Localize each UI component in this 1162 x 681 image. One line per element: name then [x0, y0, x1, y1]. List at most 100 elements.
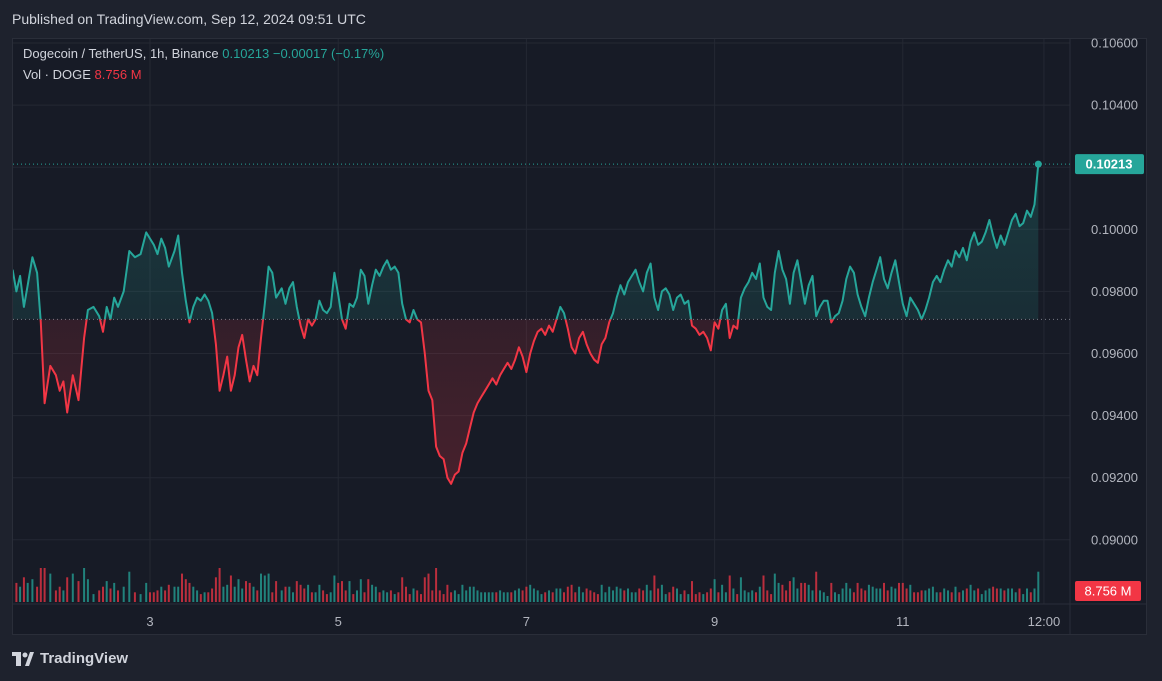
volume-bar	[177, 586, 180, 602]
volume-bar	[164, 590, 167, 602]
volume-bar	[709, 588, 712, 602]
volume-bar	[792, 577, 795, 602]
volume-bar	[999, 588, 1002, 602]
volume-bar	[363, 592, 366, 602]
volume-bar	[188, 582, 191, 602]
volume-bar	[676, 588, 678, 602]
volume-bar	[773, 573, 776, 602]
volume-bar	[980, 594, 983, 602]
volume-bar	[43, 568, 46, 602]
volume-bar	[86, 579, 89, 602]
volume-bar	[762, 575, 765, 602]
volume-bar	[382, 590, 385, 602]
volume-bar	[427, 573, 430, 602]
volume-bar	[623, 590, 626, 602]
last-price-badge	[1075, 154, 1144, 175]
volume-bar	[608, 586, 611, 602]
volume-bar	[226, 584, 229, 602]
legend-volume-row: Vol · DOGE 8.756 M	[23, 67, 142, 82]
volume-bar	[105, 581, 108, 602]
volume-bar	[139, 594, 142, 602]
volume-bar	[517, 588, 520, 602]
volume-bar	[465, 590, 468, 602]
volume-bar	[939, 592, 942, 602]
volume-bar	[260, 573, 262, 602]
volume-value: 8.756 M	[94, 67, 142, 82]
volume-bar	[822, 592, 825, 602]
y-tick-label: 0.10000	[1091, 222, 1138, 237]
volume-bar	[634, 592, 637, 602]
volume-bar	[442, 594, 445, 602]
volume-bar	[781, 584, 784, 602]
volume-bar	[341, 581, 343, 602]
volume-bar	[229, 575, 232, 602]
volume-bar	[284, 586, 287, 602]
volume-bar	[811, 590, 814, 602]
x-tick-label: 7	[523, 614, 530, 629]
volume-bar	[596, 594, 599, 602]
volume-bar	[510, 592, 513, 602]
volume-bar	[578, 586, 581, 602]
volume-bar	[992, 586, 995, 602]
area-fill-down	[40, 319, 834, 484]
volume-bar	[928, 588, 931, 602]
volume-bar	[555, 588, 558, 602]
volume-bar	[502, 592, 505, 602]
volume-bar	[815, 571, 818, 602]
volume-bar	[1014, 592, 1017, 602]
volume-bar	[397, 592, 400, 602]
volume-bar	[837, 594, 840, 602]
volume-bar	[401, 577, 404, 602]
volume-bar	[803, 582, 806, 602]
volume-bar	[303, 588, 306, 602]
volume-bar	[785, 590, 788, 602]
volume-bar	[457, 594, 460, 602]
volume-bar	[152, 592, 155, 602]
volume-bar	[834, 592, 836, 602]
volume-bar	[26, 582, 29, 602]
volume-bar	[329, 592, 332, 602]
volume-bar	[1011, 588, 1013, 602]
volume-bar	[122, 586, 125, 602]
volume-bar	[22, 577, 25, 602]
volume-bar	[333, 575, 336, 602]
footer-branding[interactable]: TradingView	[12, 650, 128, 667]
volume-bar	[66, 577, 69, 602]
y-tick-label: 0.09200	[1091, 470, 1138, 485]
volume-bar	[826, 596, 829, 602]
volume-bar	[405, 586, 407, 602]
volume-bar	[901, 582, 904, 602]
volume-bar	[788, 581, 791, 602]
price-area-group	[13, 164, 1040, 485]
volume-bar	[645, 584, 648, 602]
volume-bar	[461, 584, 464, 602]
volume-bar	[275, 581, 278, 602]
volume-bar	[849, 588, 852, 602]
x-tick-label: 3	[146, 614, 153, 629]
volume-bar	[77, 581, 80, 602]
volume-bar	[92, 594, 95, 602]
volume-bar	[747, 592, 750, 602]
volume-bar	[271, 592, 274, 602]
volume-bar	[698, 592, 701, 602]
volume-bar	[211, 588, 214, 602]
volume-bar	[325, 594, 328, 602]
volume-bar	[905, 588, 908, 602]
volume-bar	[62, 590, 65, 602]
volume-bar	[687, 594, 690, 602]
volume-bar	[307, 584, 310, 602]
volume-bar	[909, 584, 912, 602]
last-price-badge-label: 0.10213	[1086, 157, 1133, 172]
y-tick-label: 0.09600	[1091, 346, 1138, 361]
footer-brand-label: TradingView	[40, 650, 129, 667]
x-tick-label: 11	[896, 614, 910, 629]
volume-bar	[491, 592, 494, 602]
volume-bar	[196, 590, 199, 602]
volume-bar	[668, 592, 671, 602]
volume-bar	[145, 582, 148, 602]
volume-bar	[532, 588, 535, 602]
volume-bar	[766, 590, 769, 602]
volume-bar	[649, 590, 652, 602]
volume-bar	[1037, 571, 1040, 602]
